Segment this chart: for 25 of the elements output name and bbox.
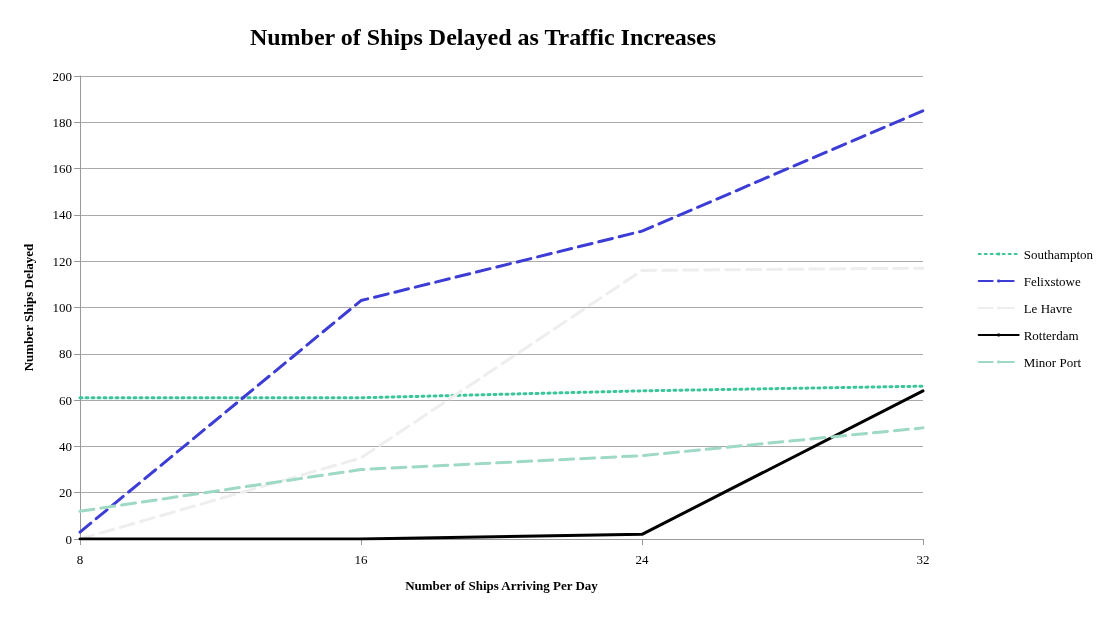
x-tick-label: 8 xyxy=(76,552,84,567)
y-tick-label: 40 xyxy=(59,438,72,454)
y-tick-label: 140 xyxy=(52,207,72,223)
legend-label: Minor Port xyxy=(1023,354,1082,370)
x-tick-label: 24 xyxy=(635,552,649,567)
line-series xyxy=(78,426,925,513)
y-tick-label: 60 xyxy=(59,392,72,408)
chart-title: Number of Ships Delayed as Traffic Increases xyxy=(249,24,717,50)
legend-label: Le Havre xyxy=(1023,300,1073,316)
x-tick-label: 32 xyxy=(916,552,930,567)
x-axis-title: Number of Ships Arriving Per Day xyxy=(405,578,599,593)
y-tick-label: 200 xyxy=(52,68,72,84)
y-tick-label: 80 xyxy=(59,346,72,362)
y-axis-title: Number Ships Delayed xyxy=(21,242,36,372)
y-tick-label: 100 xyxy=(52,300,72,315)
legend-label: Rotterdam xyxy=(1023,327,1079,343)
y-tick-label: 180 xyxy=(52,114,72,130)
line-series xyxy=(78,109,925,534)
x-tick-label: 16 xyxy=(354,552,368,567)
y-tick-label: 20 xyxy=(59,485,72,501)
y-tick-label: 120 xyxy=(52,253,72,269)
y-tick-label: 160 xyxy=(52,161,72,177)
legend-label: Southampton xyxy=(1023,246,1094,262)
y-tick-label: 0 xyxy=(65,531,72,547)
legend-label: Felixstowe xyxy=(1023,273,1081,289)
